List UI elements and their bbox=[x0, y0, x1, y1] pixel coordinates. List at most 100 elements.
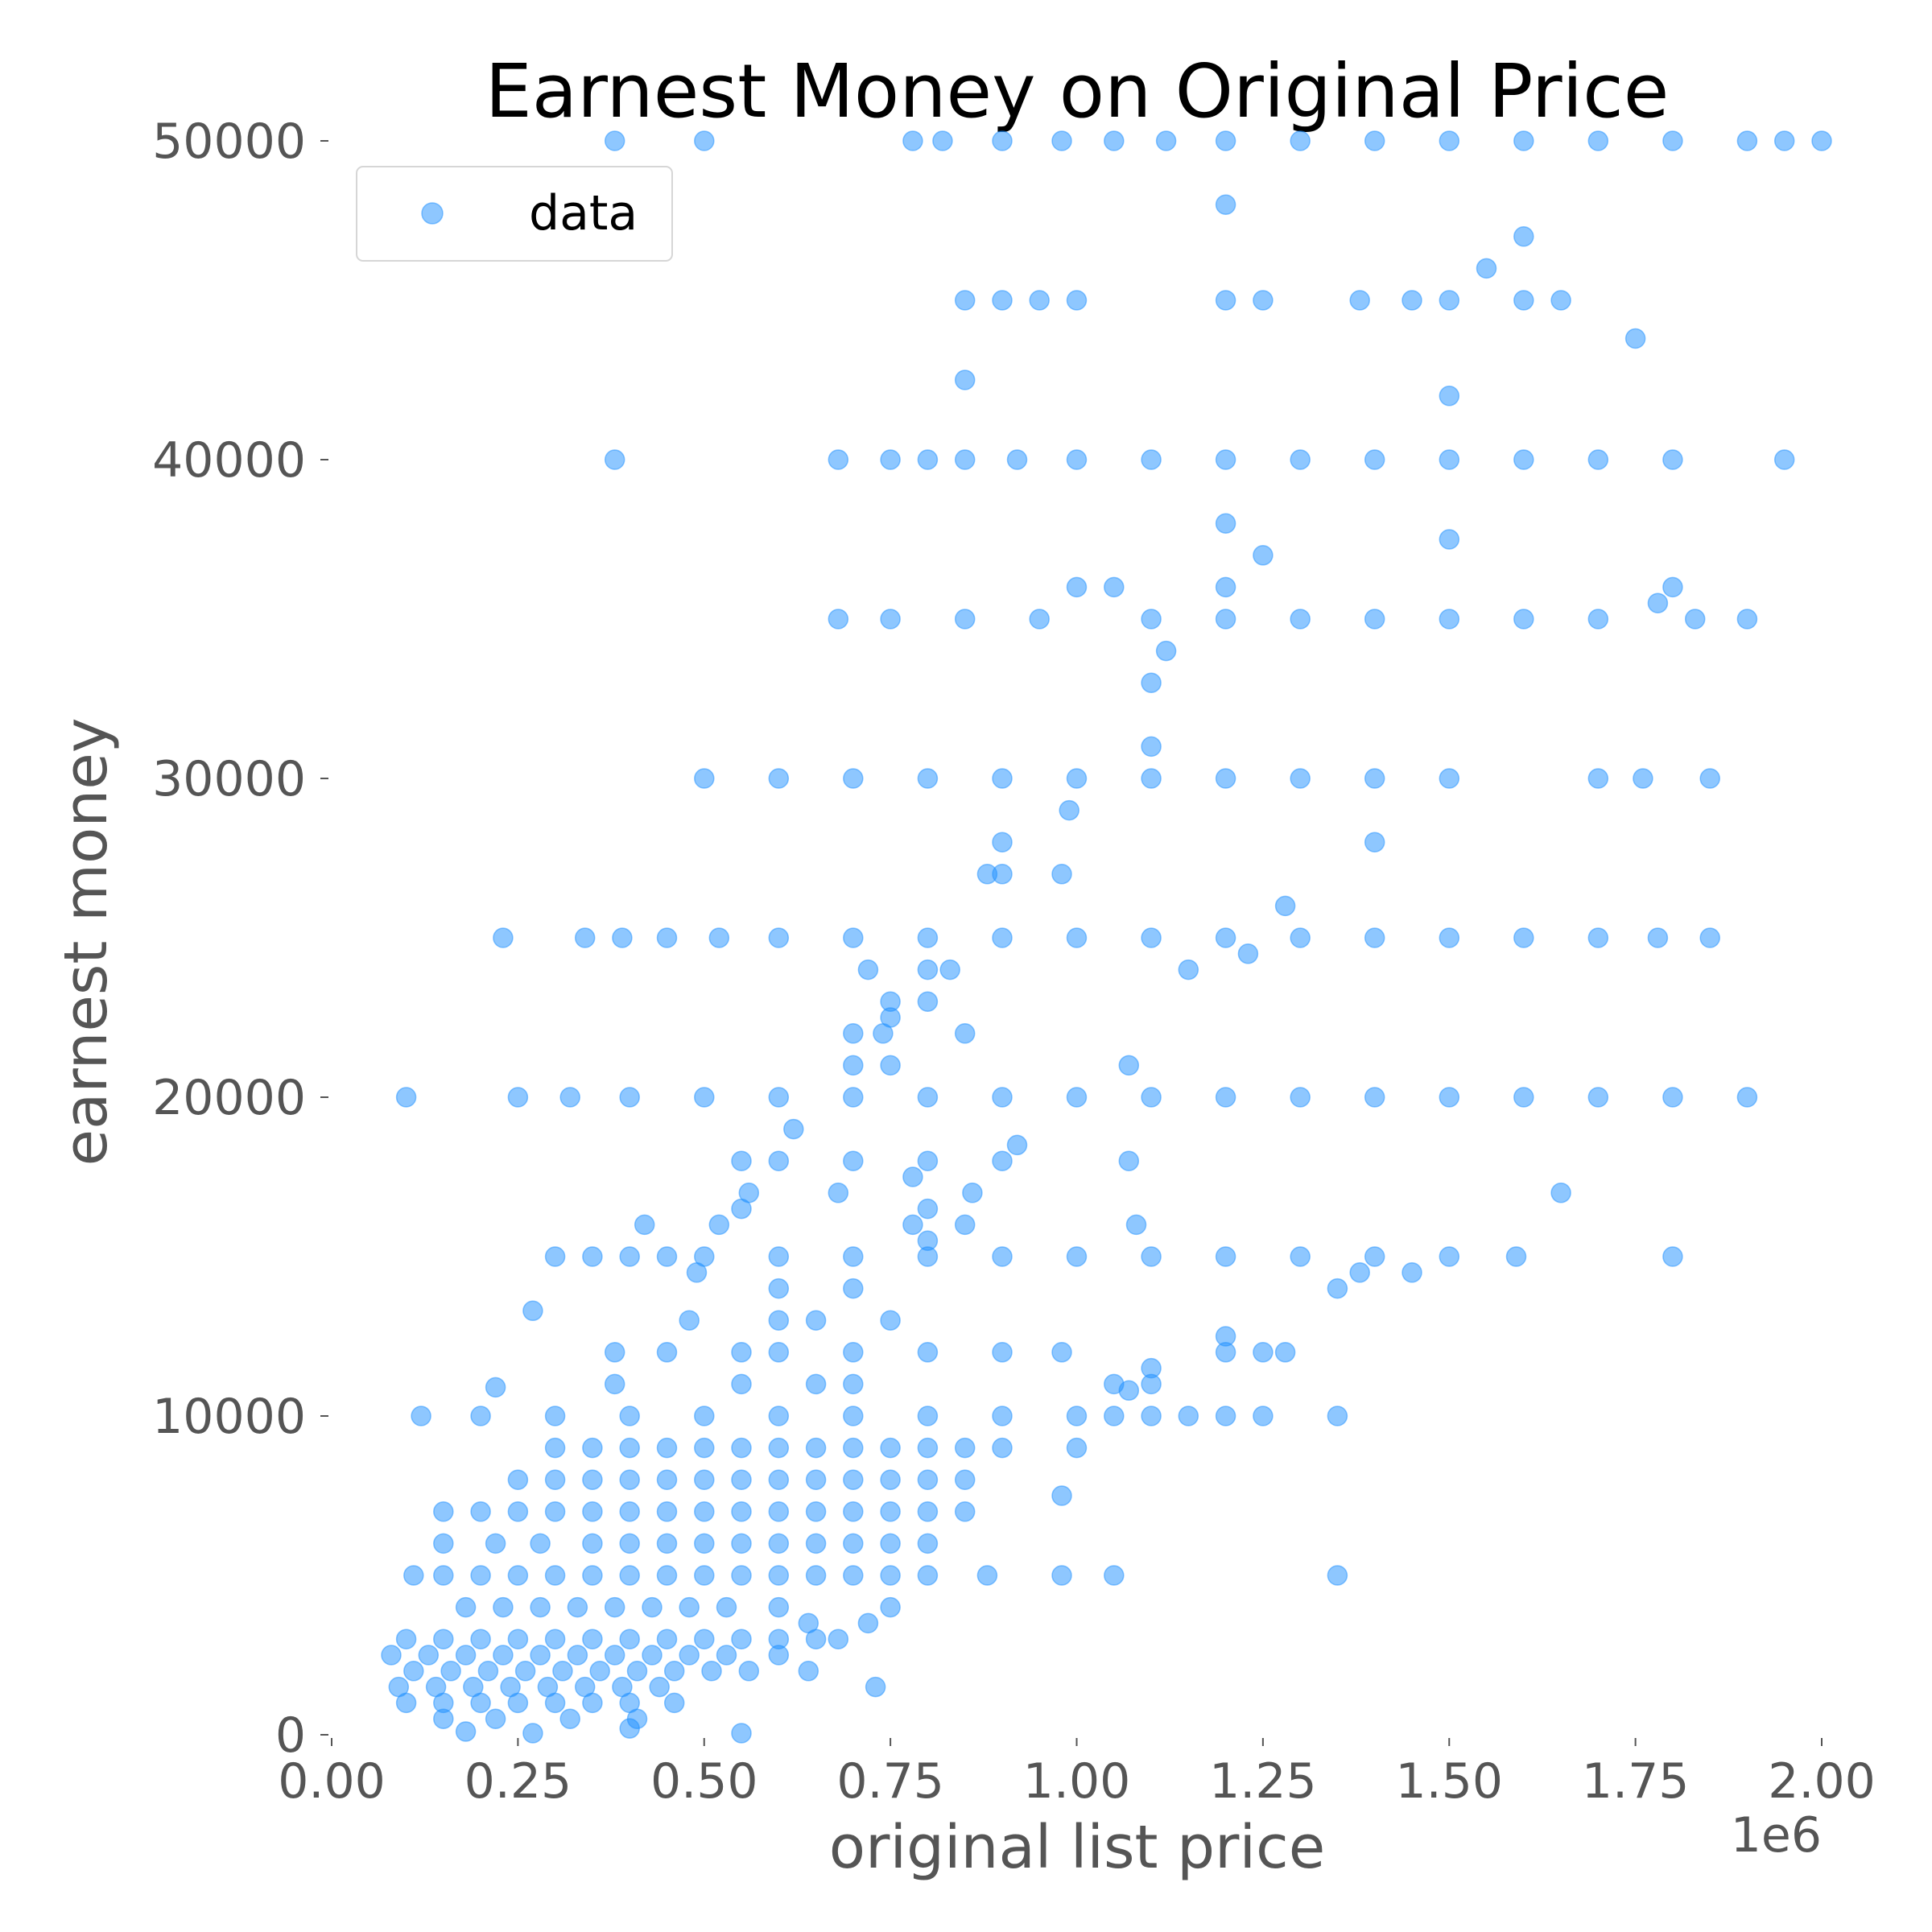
data-point bbox=[507, 1469, 529, 1490]
data-point bbox=[805, 1501, 827, 1522]
data-point bbox=[433, 1533, 454, 1554]
data-point bbox=[1439, 130, 1460, 151]
data-point bbox=[1736, 609, 1758, 630]
data-point bbox=[507, 1087, 529, 1108]
data-point bbox=[1587, 768, 1609, 789]
data-point bbox=[805, 1565, 827, 1586]
data-point bbox=[768, 1533, 790, 1554]
data-point bbox=[976, 1565, 998, 1586]
data-point bbox=[1364, 927, 1385, 948]
data-point bbox=[992, 1406, 1013, 1426]
data-point bbox=[694, 1087, 715, 1108]
data-point bbox=[485, 1377, 506, 1398]
data-point bbox=[768, 927, 790, 948]
data-point bbox=[1773, 130, 1795, 151]
data-point bbox=[694, 1469, 715, 1490]
data-point bbox=[1364, 768, 1385, 789]
data-point bbox=[1439, 529, 1460, 550]
data-point bbox=[917, 1406, 939, 1426]
data-point bbox=[939, 959, 960, 980]
data-point bbox=[805, 1310, 827, 1331]
data-point bbox=[544, 1406, 566, 1426]
data-point bbox=[954, 1501, 976, 1522]
data-point bbox=[582, 1437, 603, 1459]
data-point bbox=[567, 1596, 588, 1618]
data-point bbox=[694, 1501, 715, 1522]
x-tick-label: 0.25 bbox=[464, 1753, 572, 1810]
data-point bbox=[694, 1406, 715, 1426]
data-point bbox=[694, 1437, 715, 1459]
data-point bbox=[731, 1565, 752, 1586]
y-axis-label: earnest money bbox=[52, 717, 121, 1166]
x-axis: 0.00 0.25 0.50 0.75 1.00 1.25 1.50 1.75 2.00 bbox=[278, 1738, 1876, 1810]
data-point bbox=[768, 1565, 790, 1586]
data-point bbox=[403, 1565, 424, 1586]
data-point bbox=[612, 927, 633, 948]
data-point bbox=[1513, 290, 1534, 311]
data-point bbox=[843, 1278, 864, 1299]
y-tick-label: 30000 bbox=[152, 751, 306, 807]
data-point bbox=[843, 1055, 864, 1076]
data-point bbox=[731, 1469, 752, 1490]
data-point bbox=[1290, 927, 1311, 948]
data-point bbox=[917, 1150, 939, 1171]
data-point bbox=[582, 1246, 603, 1267]
data-point bbox=[1662, 576, 1683, 598]
data-point bbox=[954, 1437, 976, 1459]
data-point bbox=[865, 1676, 886, 1698]
data-point bbox=[1662, 449, 1683, 470]
data-point bbox=[1773, 449, 1795, 470]
data-point bbox=[619, 1469, 640, 1490]
data-point bbox=[843, 1087, 864, 1108]
data-point bbox=[992, 768, 1013, 789]
data-point bbox=[1051, 1565, 1072, 1586]
data-point bbox=[1215, 290, 1236, 311]
data-point bbox=[694, 130, 715, 151]
data-point bbox=[1684, 609, 1706, 630]
data-point bbox=[828, 449, 849, 470]
data-point bbox=[1237, 943, 1259, 964]
data-point bbox=[656, 1342, 678, 1363]
data-point bbox=[954, 449, 976, 470]
data-point bbox=[1125, 1214, 1147, 1236]
data-point bbox=[649, 1676, 670, 1698]
data-point bbox=[1327, 1278, 1348, 1299]
data-point bbox=[530, 1645, 551, 1666]
data-point bbox=[917, 1087, 939, 1108]
data-point bbox=[544, 1565, 566, 1586]
data-point bbox=[843, 768, 864, 789]
data-point bbox=[805, 1373, 827, 1395]
data-point bbox=[731, 1198, 752, 1220]
data-point bbox=[857, 959, 879, 980]
data-point bbox=[1104, 1565, 1125, 1586]
data-point bbox=[731, 1150, 752, 1171]
data-point bbox=[1118, 1150, 1140, 1171]
data-point bbox=[1006, 449, 1028, 470]
data-point bbox=[1178, 1406, 1199, 1426]
data-point bbox=[1066, 1246, 1088, 1267]
data-point bbox=[507, 1692, 529, 1714]
data-point bbox=[880, 1596, 901, 1618]
data-point bbox=[880, 1533, 901, 1554]
data-point bbox=[619, 1565, 640, 1586]
data-point bbox=[768, 1278, 790, 1299]
data-point bbox=[582, 1629, 603, 1649]
data-point bbox=[530, 1533, 551, 1554]
data-point bbox=[843, 1342, 864, 1363]
data-point bbox=[1364, 1087, 1385, 1108]
data-point bbox=[1513, 609, 1534, 630]
points-layer bbox=[381, 130, 1832, 1744]
data-point bbox=[1141, 768, 1162, 789]
data-point bbox=[917, 1342, 939, 1363]
data-point bbox=[731, 1501, 752, 1522]
data-point bbox=[880, 1437, 901, 1459]
data-point bbox=[656, 1629, 678, 1649]
data-point bbox=[992, 1150, 1013, 1171]
x-axis-label: original list price bbox=[829, 1813, 1326, 1882]
data-point bbox=[1662, 1246, 1683, 1267]
data-point bbox=[992, 130, 1013, 151]
data-point bbox=[470, 1406, 491, 1426]
x-tick-label: 1.00 bbox=[1023, 1753, 1131, 1810]
data-point bbox=[1215, 130, 1236, 151]
